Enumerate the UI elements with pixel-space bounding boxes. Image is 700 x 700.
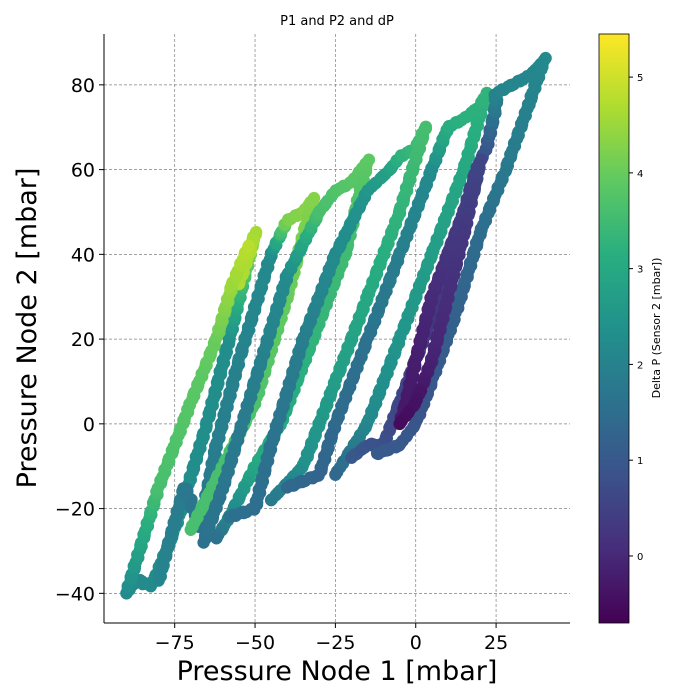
y-tick-label: −20 (55, 499, 95, 521)
x-tick-label: −50 (235, 632, 275, 654)
y-tick-label: −40 (55, 583, 95, 605)
x-tick-label: 25 (484, 632, 508, 654)
colorbar-ticks: 0 1 2 3 4 5 (629, 73, 643, 563)
y-tick-label: 0 (83, 414, 95, 436)
x-tick-label: −25 (315, 632, 355, 654)
x-tick-label: −75 (155, 632, 195, 654)
y-tick-label: 40 (71, 244, 95, 266)
y-tick-label: 80 (71, 75, 95, 97)
scatter-point (184, 523, 197, 536)
colorbar-tick-label: 5 (637, 73, 643, 84)
colorbar-tick-label: 2 (637, 360, 643, 371)
chart-title: P1 and P2 and dP (280, 14, 394, 29)
x-axis-label: Pressure Node 1 [mbar] (177, 656, 498, 687)
x-ticks: −75 −50 −25 0 25 (155, 623, 508, 654)
scatter-point (242, 239, 255, 253)
scatter-point (264, 493, 278, 507)
y-tick-label: 20 (71, 329, 95, 351)
colorbar-tick-label: 0 (637, 552, 643, 563)
scatter-point (210, 532, 223, 545)
colorbar-tick-label: 4 (637, 169, 643, 180)
colorbar-tick-label: 1 (637, 456, 643, 467)
y-tick-label: 60 (71, 160, 95, 182)
scatter-marks (120, 51, 552, 600)
y-axis-label: Pressure Node 2 [mbar] (12, 168, 43, 489)
x-tick-label: 0 (410, 632, 422, 654)
colorbar-tick-label: 3 (637, 265, 643, 276)
scatter-point (370, 447, 384, 460)
y-ticks: −40 −20 0 20 40 60 80 (55, 75, 104, 605)
colorbar (598, 33, 630, 624)
scatter-point (329, 468, 342, 481)
scatter-point (393, 417, 406, 431)
colorbar-label: Delta P (Sensor 2 [mbar]) (650, 258, 663, 399)
